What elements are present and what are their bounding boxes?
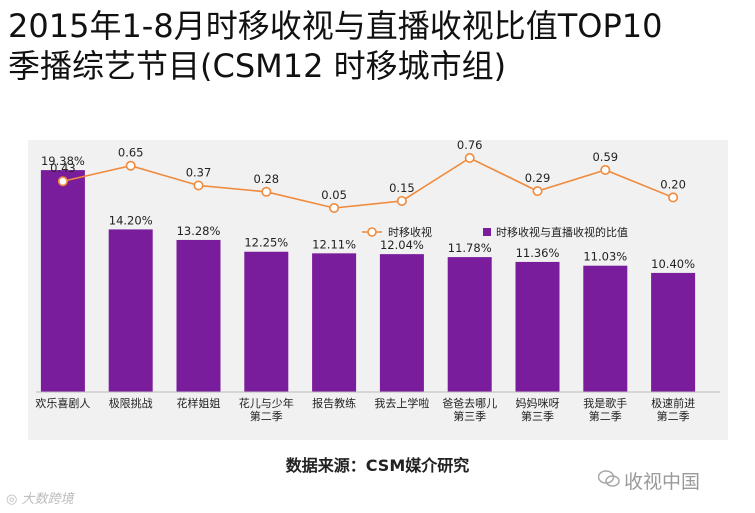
category-label-3: 花儿与少年第二季 <box>239 396 294 423</box>
line-label-8: 0.59 <box>592 150 618 164</box>
chart-svg: 19.38% 14.20% 13.28% 12.25% 12.11% 12.04% 11.7… <box>35 140 720 423</box>
title-line-2: 季播综艺节目(CSM12 时移城市组) <box>8 47 507 85</box>
legend: 时移收视 时移收视与直播收视的比值 <box>362 225 628 239</box>
line-label-3: 0.28 <box>253 172 279 186</box>
line-point-0 <box>57 176 68 187</box>
bar-4 <box>312 253 357 392</box>
bar-label-3: 12.25% <box>244 236 288 250</box>
bar-2 <box>176 239 221 392</box>
line-label-6: 0.76 <box>457 140 483 152</box>
category-label-2: 花样姐姐 <box>177 396 221 410</box>
bar-label-2: 13.28% <box>177 224 221 238</box>
line-point-2 <box>193 180 204 191</box>
line-label-1: 0.65 <box>118 146 144 160</box>
watermark-left: ◎ 大数跨境 <box>6 488 74 507</box>
line-label-0: 0.43 <box>50 161 76 175</box>
bar-1 <box>108 229 153 392</box>
line-point-3 <box>261 186 272 197</box>
bar-5 <box>379 254 424 392</box>
line-label-5: 0.15 <box>389 181 415 195</box>
category-label-5: 我去上学啦 <box>374 396 429 410</box>
line-label-7: 0.29 <box>525 171 551 185</box>
bar-label-1: 14.20% <box>109 213 153 227</box>
watermark-right: 收视中国 <box>597 467 701 494</box>
category-label-0: 欢乐喜剧人 <box>35 396 90 410</box>
category-label-6: 爸爸去哪儿第三季 <box>442 397 497 423</box>
bar-9 <box>651 272 696 392</box>
line-point-5 <box>396 195 407 206</box>
chart-title: 2015年1-8月时移收视与直播收视比值TOP10 季播综艺节目(CSM12 时… <box>8 6 753 86</box>
chart-panel: 19.38% 14.20% 13.28% 12.25% 12.11% 12.04% 11.7… <box>28 140 728 440</box>
bar-3 <box>244 251 289 392</box>
line-series <box>62 157 674 209</box>
weibo-icon: ◎ <box>6 492 18 507</box>
bar-label-0: 19.38% <box>41 154 85 168</box>
legend-label-line: 时移收视 <box>388 225 432 239</box>
line-point-1 <box>125 160 136 171</box>
category-label-4: 报告教练 <box>312 396 356 410</box>
wechat-icon <box>597 470 620 493</box>
bar-label-5: 12.04% <box>380 238 424 252</box>
bar-label-7: 11.36% <box>516 246 560 260</box>
line-point-6 <box>464 153 475 163</box>
watermark-left-text: 大数跨境 <box>21 492 74 507</box>
category-label-8: 我是歌手第二季 <box>583 396 627 423</box>
watermark-right-text: 收视中国 <box>624 471 701 493</box>
category-label-1: 极限挑战 <box>109 396 153 410</box>
bar-8 <box>583 265 628 392</box>
title-line-1: 2015年1-8月时移收视与直播收视比值TOP10 <box>8 7 663 45</box>
line-label-4: 0.05 <box>321 188 347 202</box>
legend-line-marker <box>367 227 377 237</box>
data-source: 数据来源：CSM媒介研究 <box>285 456 470 475</box>
bar-label-8: 11.03% <box>583 250 627 264</box>
line-point-4 <box>329 202 340 213</box>
category-label-9: 极速前进第二季 <box>651 396 695 423</box>
legend-bar-swatch <box>483 228 491 236</box>
bar-0 <box>40 170 85 392</box>
line-label-2: 0.37 <box>186 165 212 179</box>
bar-label-9: 10.40% <box>651 257 695 271</box>
bar-6 <box>447 257 492 392</box>
bar-7 <box>515 261 560 392</box>
legend-label-bar: 时移收视与直播收视的比值 <box>496 225 628 239</box>
line-label-9: 0.20 <box>660 177 686 191</box>
line-point-7 <box>532 186 543 197</box>
category-label-7: 妈妈咪呀第三季 <box>516 396 560 423</box>
bar-label-4: 12.11% <box>312 237 356 251</box>
line-point-9 <box>668 192 679 203</box>
bar-label-6: 11.78% <box>448 241 492 255</box>
line-point-8 <box>600 164 611 175</box>
